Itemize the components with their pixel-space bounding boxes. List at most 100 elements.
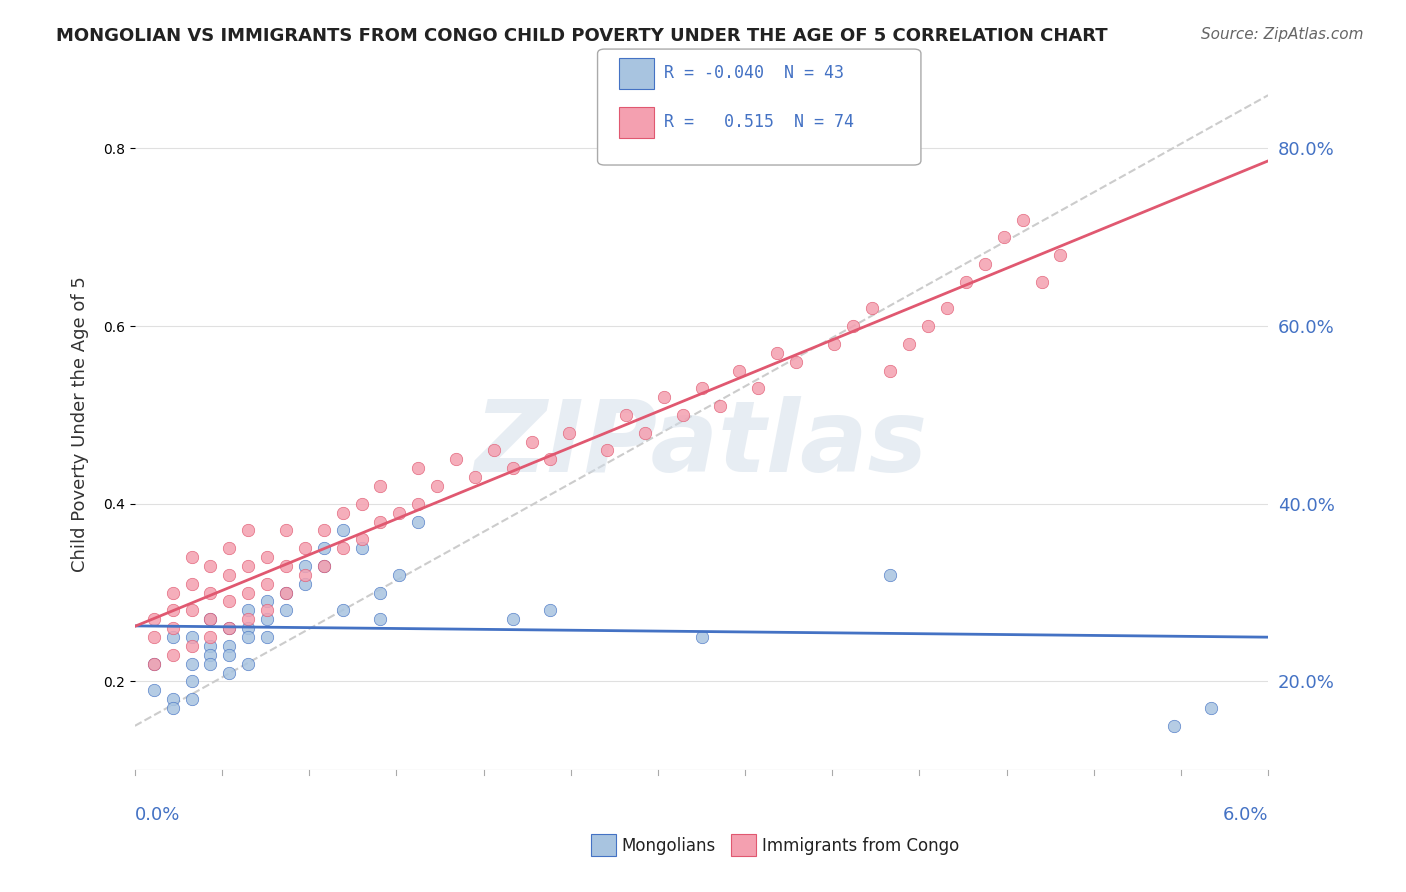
Point [558, 425, 581, 440]
Point [294, 541, 316, 556]
Point [200, 657, 222, 671]
Point [238, 585, 260, 599]
Point [238, 621, 260, 635]
Point [388, 567, 411, 582]
Point [218, 567, 240, 582]
Point [860, 301, 883, 316]
Point [917, 319, 939, 334]
Point [406, 497, 429, 511]
Point [1011, 212, 1033, 227]
Point [823, 337, 845, 351]
Point [274, 585, 297, 599]
Point [332, 541, 354, 556]
Text: ZIPatlas: ZIPatlas [475, 396, 928, 493]
Point [200, 585, 222, 599]
Point [238, 657, 260, 671]
Point [256, 576, 278, 591]
Point [634, 425, 657, 440]
Point [256, 594, 278, 608]
Point [162, 585, 184, 599]
Point [1049, 248, 1071, 262]
Point [274, 524, 297, 538]
Point [162, 621, 184, 635]
Point [162, 603, 184, 617]
Point [312, 524, 335, 538]
Point [180, 550, 202, 565]
Point [274, 603, 297, 617]
Point [406, 461, 429, 475]
Point [218, 621, 240, 635]
Point [162, 692, 184, 706]
Text: Immigrants from Congo: Immigrants from Congo [762, 837, 959, 855]
Point [538, 603, 561, 617]
Text: R = -0.040  N = 43: R = -0.040 N = 43 [664, 64, 844, 82]
Point [350, 533, 373, 547]
Point [898, 337, 921, 351]
Text: 0.0%: 0.0% [135, 805, 180, 824]
Point [332, 506, 354, 520]
Point [200, 648, 222, 662]
Point [238, 630, 260, 644]
Point [162, 648, 184, 662]
Point [370, 479, 392, 493]
Point [993, 230, 1015, 244]
Point [180, 674, 202, 689]
Text: Mongolians: Mongolians [621, 837, 716, 855]
Point [785, 354, 807, 368]
Point [238, 524, 260, 538]
Point [274, 585, 297, 599]
Point [841, 319, 863, 334]
Point [370, 612, 392, 626]
Point [294, 567, 316, 582]
Point [274, 558, 297, 573]
Point [200, 558, 222, 573]
Point [218, 594, 240, 608]
Point [312, 558, 335, 573]
Point [766, 346, 789, 360]
Point [256, 630, 278, 644]
Point [879, 363, 901, 377]
Point [142, 630, 165, 644]
Point [350, 541, 373, 556]
Point [370, 585, 392, 599]
Point [312, 558, 335, 573]
Point [879, 567, 901, 582]
Point [238, 558, 260, 573]
Point [614, 408, 637, 422]
Point [482, 443, 505, 458]
Point [444, 452, 467, 467]
Text: MONGOLIAN VS IMMIGRANTS FROM CONGO CHILD POVERTY UNDER THE AGE OF 5 CORRELATION : MONGOLIAN VS IMMIGRANTS FROM CONGO CHILD… [56, 27, 1108, 45]
Point [180, 630, 202, 644]
Point [218, 621, 240, 635]
Point [162, 701, 184, 715]
Point [256, 603, 278, 617]
Point [1201, 701, 1223, 715]
Point [502, 612, 524, 626]
Point [652, 390, 675, 404]
Point [690, 381, 713, 395]
Point [596, 443, 619, 458]
Point [218, 665, 240, 680]
Point [672, 408, 695, 422]
Point [520, 434, 543, 449]
Point [332, 603, 354, 617]
Text: R =   0.515  N = 74: R = 0.515 N = 74 [664, 113, 853, 131]
Point [200, 612, 222, 626]
Point [142, 657, 165, 671]
Point [350, 497, 373, 511]
Point [200, 630, 222, 644]
Point [690, 630, 713, 644]
Point [142, 612, 165, 626]
Point [538, 452, 561, 467]
Point [238, 603, 260, 617]
Text: 6.0%: 6.0% [1223, 805, 1268, 824]
Point [388, 506, 411, 520]
Point [294, 576, 316, 591]
Point [294, 558, 316, 573]
Point [180, 576, 202, 591]
Point [1031, 275, 1053, 289]
Point [502, 461, 524, 475]
Point [973, 257, 995, 271]
Point [180, 603, 202, 617]
Point [955, 275, 977, 289]
